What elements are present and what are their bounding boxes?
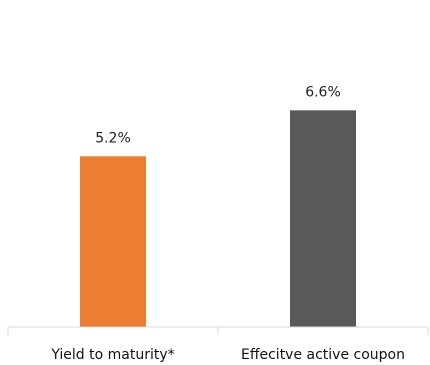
bars-group (80, 110, 356, 327)
data-label-1: 5.2% (95, 130, 131, 146)
category-label-2: Effecitve active coupon (241, 347, 405, 363)
category-labels-group: Yield to maturity* Effecitve active coupo… (50, 347, 405, 363)
bar-2 (290, 110, 356, 327)
data-labels-group: 5.2% 6.6% (95, 84, 341, 146)
category-label-1: Yield to maturity* (50, 347, 174, 363)
bar-1 (80, 156, 146, 327)
x-axis (7, 326, 429, 335)
data-label-2: 6.6% (305, 84, 341, 100)
